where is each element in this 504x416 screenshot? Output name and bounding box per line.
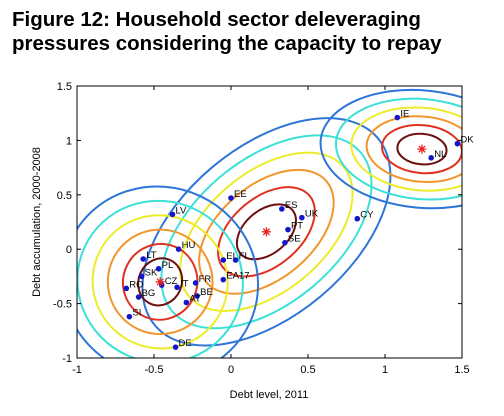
point-label: FR xyxy=(199,274,212,285)
y-tick-label: 1.5 xyxy=(57,81,72,93)
point-label: EA17 xyxy=(226,271,249,282)
data-point xyxy=(299,214,305,221)
point-label: HU xyxy=(182,240,196,251)
contour-ring xyxy=(141,117,392,347)
y-tick-label: -0.5 xyxy=(53,299,72,311)
point-label: SI xyxy=(132,308,141,319)
contour-ring xyxy=(396,132,448,166)
plot-frame xyxy=(76,85,463,359)
x-tick-label: 1.5 xyxy=(454,364,469,376)
x-tick-label: -1 xyxy=(72,364,82,376)
y-tick-label: 1 xyxy=(66,135,72,147)
contour-ring xyxy=(350,106,462,192)
data-point xyxy=(174,284,180,291)
point-label: CY xyxy=(360,210,374,221)
contour-ring xyxy=(77,185,260,358)
point-label: UK xyxy=(305,209,319,220)
centroid-marker xyxy=(261,227,271,237)
point-label: PT xyxy=(291,221,303,232)
contour-ring xyxy=(235,203,297,261)
data-point xyxy=(232,257,239,263)
x-tick-label: -0.5 xyxy=(145,364,164,376)
y-axis-label: Debt accumulation, 2000-2008 xyxy=(31,147,43,297)
point-label: ES xyxy=(285,200,298,211)
point-label: IT xyxy=(180,278,189,289)
point-label: NL xyxy=(434,149,446,160)
point-label: LV xyxy=(175,205,187,216)
data-point xyxy=(282,239,288,246)
data-point xyxy=(354,215,361,222)
point-label: EL xyxy=(226,251,238,262)
x-tick-label: 1 xyxy=(382,364,388,376)
contour-ring xyxy=(365,115,462,183)
data-point xyxy=(172,344,179,350)
y-tick-label: 0.5 xyxy=(57,190,72,202)
point-label: PL xyxy=(162,260,174,271)
contour-ring xyxy=(319,88,462,210)
data-point xyxy=(220,257,227,263)
axes: -1 -0.5 0 0.5 1 1.5 -1 -0.5 0 0.5 1 1.5 xyxy=(53,81,470,376)
data-point xyxy=(155,265,162,272)
data-point xyxy=(279,206,285,212)
contour-ring xyxy=(198,168,335,295)
figure-title: Figure 12: Household sector deleveraging… xyxy=(12,8,496,56)
point-label: EE xyxy=(234,189,247,200)
data-point xyxy=(183,299,190,306)
data-point xyxy=(394,114,401,121)
data-point xyxy=(175,246,182,252)
point-label: BE xyxy=(200,287,213,298)
figure-title-line-2: pressures considering the capacity to re… xyxy=(12,32,442,55)
data-point xyxy=(454,140,461,147)
data-point xyxy=(140,256,147,262)
data-point xyxy=(194,293,200,299)
data-point xyxy=(123,285,130,292)
contour-ring xyxy=(77,199,244,358)
point-label: DE xyxy=(179,338,192,349)
point-label: FI xyxy=(239,251,247,262)
y-tick-label: -1 xyxy=(62,353,72,365)
data-point xyxy=(135,294,142,300)
point-label: BG xyxy=(142,288,156,299)
centroid-marker xyxy=(417,144,427,154)
point-label: CZ xyxy=(165,276,178,287)
contour-ring xyxy=(217,186,316,278)
contour-lines xyxy=(77,88,462,358)
contour-ring xyxy=(121,242,199,321)
data-point xyxy=(192,280,199,286)
data-point xyxy=(285,226,291,233)
contour-ring xyxy=(334,97,462,201)
point-label: AT xyxy=(189,294,201,305)
figure-title-line-1: Figure 12: Household sector deleveraging xyxy=(12,8,421,31)
point-label: DK xyxy=(460,135,474,146)
data-point xyxy=(228,195,234,201)
x-axis-label: Debt level, 2011 xyxy=(230,389,309,401)
data-point xyxy=(220,276,227,283)
point-label: SE xyxy=(288,234,301,245)
data-point xyxy=(126,313,133,320)
data-point xyxy=(428,155,435,161)
contour-ring xyxy=(106,228,214,336)
cluster-centroids xyxy=(155,144,427,287)
centroid-marker xyxy=(155,277,165,287)
point-label: IE xyxy=(400,109,409,120)
contour-ring xyxy=(160,134,373,330)
contour-ring xyxy=(137,257,184,307)
x-tick-label: 0.5 xyxy=(300,364,315,376)
contour-ring xyxy=(91,214,229,350)
data-point xyxy=(169,211,176,218)
point-label: LT xyxy=(146,250,157,261)
point-label: RO xyxy=(129,279,143,290)
point-label: SK xyxy=(145,267,158,278)
y-tick-label: 0 xyxy=(66,244,72,256)
x-tick-label: 0 xyxy=(228,364,234,376)
data-point xyxy=(138,273,145,280)
